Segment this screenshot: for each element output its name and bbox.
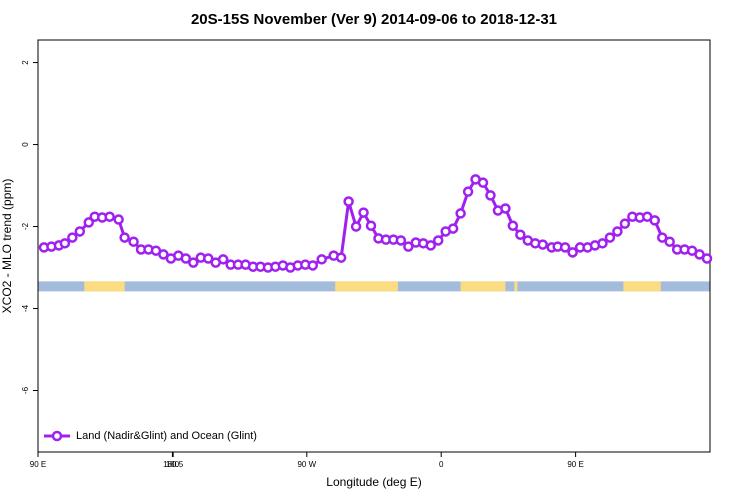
data-point [217, 254, 229, 265]
data-point [202, 253, 214, 264]
data-point [485, 190, 496, 201]
plot-frame [37, 39, 711, 453]
y-axis-label: XCO2 - MLO trend (ppm) [0, 179, 14, 314]
x-tick-label: 90 E [30, 460, 46, 469]
data-point [403, 241, 414, 252]
data-point [180, 253, 192, 264]
data-point [432, 235, 444, 246]
data-point [358, 207, 369, 218]
data-point [104, 211, 115, 222]
data-point [67, 232, 78, 243]
data-point [619, 218, 631, 229]
land-segment [460, 281, 506, 292]
x-tick-label: 180 [166, 460, 180, 469]
y-tick-label: -6 [21, 386, 30, 394]
data-point [694, 249, 705, 260]
data-point [59, 238, 71, 249]
data-point [462, 186, 474, 197]
x-tick-label: 90 W [297, 460, 316, 469]
data-point [158, 249, 169, 260]
y-tick-label: -2 [21, 222, 30, 230]
x-axis-label: Longitude (deg E) [326, 475, 421, 489]
x-tick-label: 90 E [567, 460, 583, 469]
data-point [604, 232, 616, 243]
data-point [477, 177, 489, 188]
data-point [307, 260, 319, 271]
data-point [649, 215, 660, 226]
data-point [316, 254, 327, 265]
data-point [537, 239, 548, 250]
y-tick-label: 0 [21, 142, 30, 147]
data-point [83, 217, 95, 228]
data-point [597, 238, 608, 249]
data-point [664, 236, 675, 247]
data-point [507, 220, 519, 231]
data-point [455, 208, 466, 219]
data-point [113, 214, 124, 225]
data-point [335, 252, 347, 263]
data-point [567, 247, 578, 258]
data-point [119, 232, 130, 243]
x-tick-label: 180.5 [163, 460, 184, 469]
data-point [559, 242, 571, 253]
land-segment [623, 281, 661, 292]
data-point [395, 235, 407, 246]
land-segment [335, 281, 398, 292]
legend-label: Land (Nadir&Glint) and Ocean (Glint) [76, 430, 257, 442]
x-tick-label: 0 [439, 460, 444, 469]
data-point [656, 232, 668, 243]
data-point [343, 196, 354, 207]
data-point [447, 223, 459, 234]
legend-marker [51, 430, 63, 442]
data-point [425, 240, 436, 251]
land-segment [84, 281, 125, 292]
data-point [74, 226, 86, 237]
data-point [365, 220, 377, 231]
data-point [188, 257, 199, 268]
y-tick-label: -4 [21, 304, 30, 312]
data-point [612, 226, 623, 237]
chart-title: 20S-15S November (Ver 9) 2014-09-06 to 2… [191, 11, 557, 28]
data-point [515, 229, 526, 240]
data-point [128, 236, 139, 247]
data-point [500, 203, 511, 214]
land-segment [514, 281, 518, 292]
y-tick-label: 2 [21, 60, 30, 65]
data-point [701, 253, 713, 264]
data-point [350, 221, 362, 232]
